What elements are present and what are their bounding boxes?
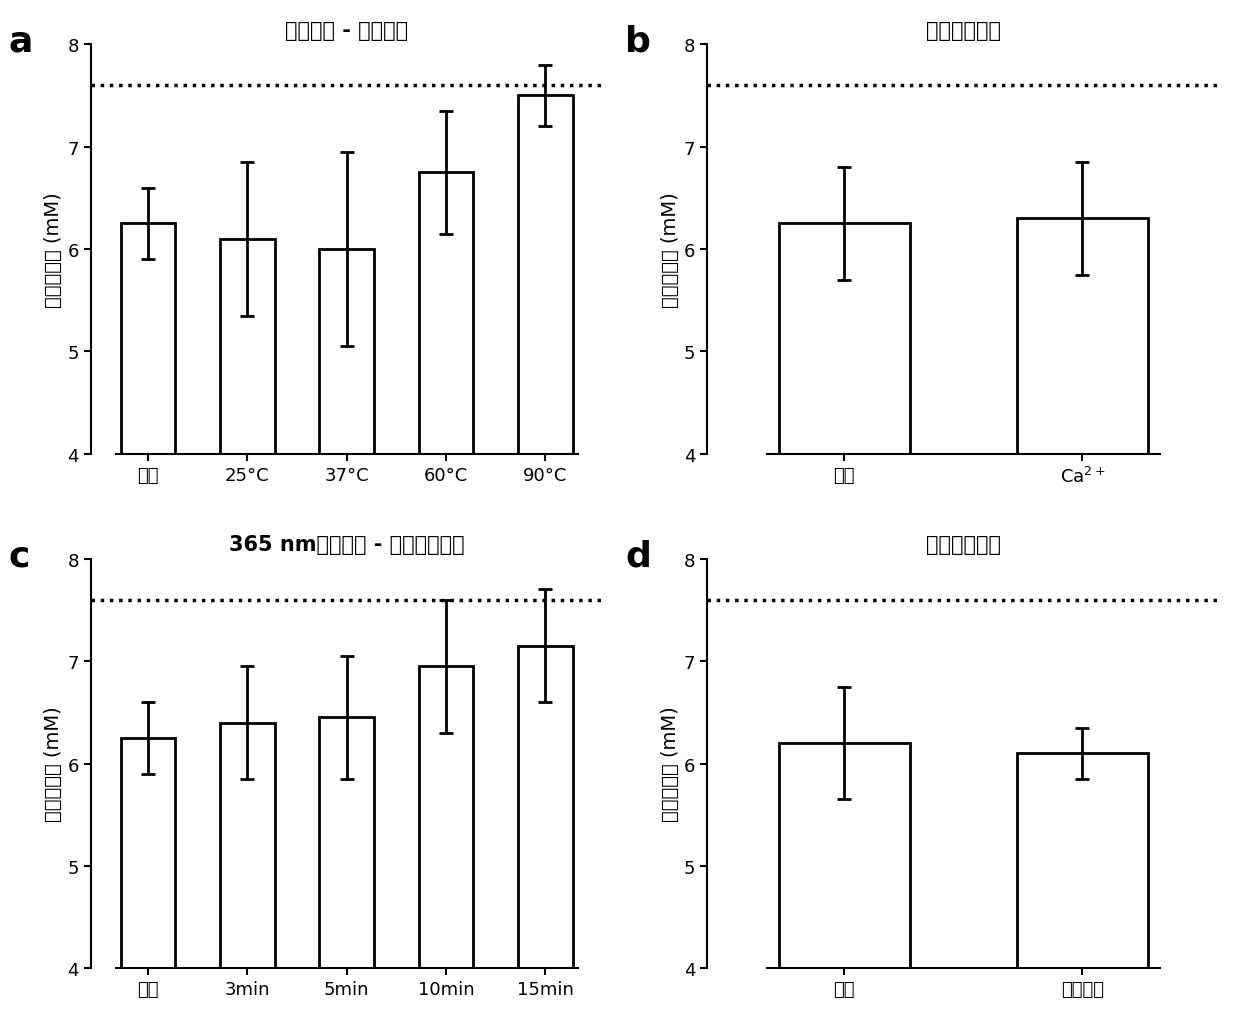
Text: b: b [625,24,651,59]
Bar [219,722,274,968]
Text: c: c [9,539,30,573]
Y-axis label: 葡萄糖浓度 (mM): 葡萄糖浓度 (mM) [45,706,63,821]
Bar [779,743,910,968]
Y-axis label: 葡萄糖浓度 (mM): 葡萄糖浓度 (mM) [661,192,680,308]
Bar [320,250,374,454]
Bar [120,738,175,968]
Bar [518,96,573,454]
Bar [419,173,474,454]
Text: d: d [625,539,651,573]
Text: a: a [9,24,33,59]
Bar [219,239,274,454]
Y-axis label: 葡萄糖浓度 (mM): 葡萄糖浓度 (mM) [661,706,680,821]
Bar [518,646,573,968]
Title: 海藻酸钠交联: 海藻酸钠交联 [926,20,1001,41]
Bar [419,666,474,968]
Title: 温度变化 - 明胶凝胶: 温度变化 - 明胶凝胶 [285,20,408,41]
Bar [1017,753,1148,968]
Title: 365 nm紫外辐射 - 透明质酸固化: 365 nm紫外辐射 - 透明质酸固化 [229,535,465,554]
Bar [1017,219,1148,454]
Bar [320,717,374,968]
Bar [779,224,910,454]
Y-axis label: 葡萄糖浓度 (mM): 葡萄糖浓度 (mM) [45,192,63,308]
Bar [120,224,175,454]
Title: 聚乙烯醇凝胶: 聚乙烯醇凝胶 [926,535,1001,554]
